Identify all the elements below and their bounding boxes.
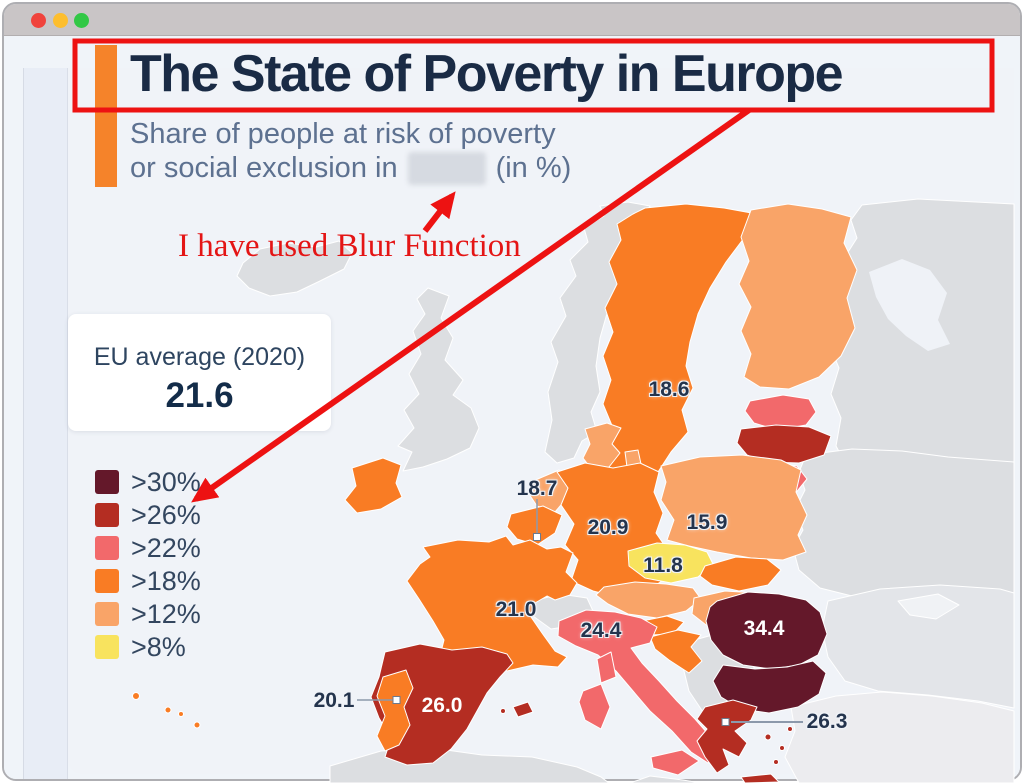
- minimize-window-button[interactable]: [53, 13, 68, 28]
- map-value-label-portugal: 20.1: [313, 689, 355, 712]
- legend-item: >22%: [95, 533, 201, 563]
- eu-average-label: EU average (2020): [93, 343, 306, 371]
- map-value-label-belgium: 18.7: [516, 477, 558, 500]
- legend-label: >8%: [131, 632, 186, 662]
- map-value-label-czechia: 11.8: [643, 554, 683, 577]
- legend-swatch-gt18: [95, 569, 119, 593]
- legend-swatch-gt30: [95, 470, 119, 494]
- zoom-window-button[interactable]: [74, 13, 89, 28]
- blurred-region: [407, 152, 486, 185]
- legend-swatch-gt12: [95, 602, 119, 626]
- map-value-label-poland: 15.9: [686, 511, 728, 534]
- legend-label: >26%: [131, 500, 201, 530]
- map-value-label-sweden: 18.6: [648, 378, 690, 401]
- map-value-label-romania: 34.4: [743, 617, 785, 640]
- annotation-note-text: I have used Blur Function: [178, 228, 521, 264]
- close-window-button[interactable]: [31, 13, 46, 28]
- map-legend: >30% >26% >22% >18% >12% >8%: [95, 467, 201, 668]
- window-titlebar: [4, 4, 1020, 36]
- map-value-label-greece: 26.3: [806, 710, 848, 733]
- eu-average-box: EU average (2020) 21.6: [68, 314, 331, 431]
- eu-average-value: 21.6: [165, 376, 234, 415]
- legend-label: >30%: [131, 467, 201, 497]
- page-gutter: [23, 68, 68, 779]
- legend-label: >18%: [131, 566, 201, 596]
- subtitle-line2-suffix: (in %): [495, 152, 572, 184]
- subtitle-line2: or social exclusion in (in %): [130, 152, 571, 185]
- map-value-label-italy: 24.4: [580, 619, 622, 642]
- map-value-label-france: 21.0: [495, 598, 537, 621]
- legend-item: >26%: [95, 500, 201, 530]
- map-value-label-spain: 26.0: [421, 694, 463, 717]
- legend-item: >12%: [95, 599, 201, 629]
- page-title: The State of Poverty in Europe: [130, 45, 844, 103]
- map-value-label-germany: 20.9: [587, 516, 629, 539]
- title-accent-bar: [95, 45, 117, 187]
- legend-item: >30%: [95, 467, 201, 497]
- legend-swatch-gt22: [95, 536, 119, 560]
- subtitle-line1: Share of people at risk of poverty: [130, 118, 556, 150]
- legend-label: >12%: [131, 599, 201, 629]
- legend-swatch-gt8: [95, 635, 119, 659]
- legend-item: >8%: [95, 632, 201, 662]
- subtitle-line2-prefix: or social exclusion in: [130, 152, 398, 184]
- legend-label: >22%: [131, 533, 201, 563]
- legend-item: >18%: [95, 566, 201, 596]
- legend-swatch-gt26: [95, 503, 119, 527]
